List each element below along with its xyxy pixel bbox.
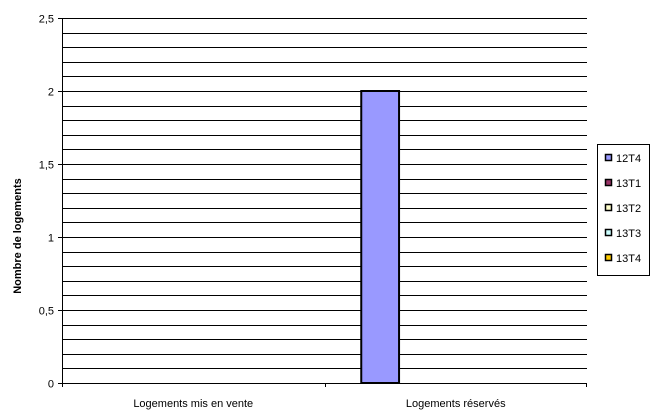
- gridlines: [62, 18, 587, 369]
- legend-label: 13T4: [616, 253, 641, 265]
- legend-swatch: [604, 153, 613, 162]
- legend-swatch: [604, 203, 613, 212]
- x-category-label: Logements mis en vente: [133, 398, 253, 410]
- y-axis-label: Nombre de logements: [12, 178, 24, 294]
- legend-label: 13T2: [616, 203, 641, 215]
- y-tick-labels: 0 0,5 1 1,5 2 2,5: [39, 14, 54, 391]
- legend: 12T4 13T1 13T2 13T3 13T4: [597, 144, 650, 276]
- bars: [360, 90, 401, 384]
- legend-label: 12T4: [616, 153, 641, 165]
- y-tick-label: 2,5: [39, 14, 54, 26]
- axes: [58, 18, 587, 387]
- x-category-labels: Logements mis en vente Logements réservés: [133, 398, 506, 410]
- y-tick-label: 1,5: [39, 160, 54, 172]
- x-category-label: Logements réservés: [406, 398, 506, 410]
- y-tick-label: 1: [48, 233, 54, 245]
- legend-swatch: [604, 253, 613, 262]
- bar: [360, 90, 401, 384]
- y-tick-label: 2: [48, 87, 54, 99]
- legend-swatch: [604, 228, 613, 237]
- legend-label: 13T3: [616, 228, 641, 240]
- legend-swatch: [604, 178, 613, 187]
- y-tick-label: 0,5: [39, 306, 54, 318]
- y-tick-label: 0: [48, 379, 54, 391]
- legend-label: 13T1: [616, 178, 641, 190]
